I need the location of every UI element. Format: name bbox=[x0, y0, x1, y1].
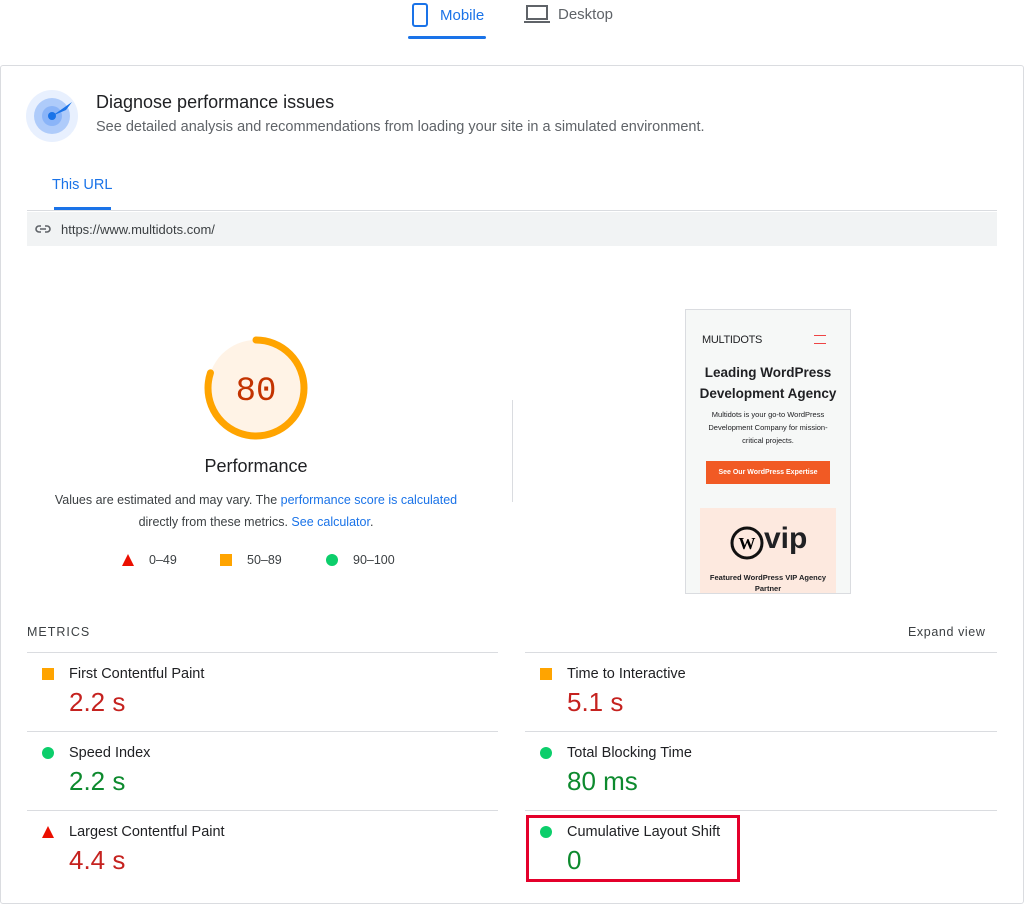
note-text: directly from these metrics. bbox=[138, 515, 292, 529]
metrics-heading: METRICS bbox=[27, 625, 91, 639]
triangle bbox=[42, 826, 54, 838]
headline: Leading WordPress Development Agency bbox=[699, 365, 837, 401]
metric-name: Total Blocking Time bbox=[567, 745, 692, 761]
row-divider bbox=[525, 652, 997, 653]
note-link[interactable]: performance score is calculated bbox=[280, 493, 458, 507]
note: Values are estimated and may vary. The p… bbox=[26, 489, 486, 533]
metric-icon bbox=[42, 668, 54, 680]
circle bbox=[540, 747, 552, 759]
lab-icon bbox=[26, 90, 78, 142]
square bbox=[540, 668, 552, 680]
metric-value: 0 bbox=[567, 845, 582, 875]
circle bbox=[326, 554, 338, 566]
legend-label: 50–89 bbox=[247, 553, 282, 567]
mobile-icon bbox=[412, 3, 428, 27]
wp-logo: W bbox=[730, 526, 764, 560]
metric-name: First Contentful Paint bbox=[69, 666, 205, 682]
brand: MULTIDOTS bbox=[702, 334, 763, 346]
metric-value: 5.1 s bbox=[567, 687, 624, 717]
gauge: 80 bbox=[204, 336, 308, 440]
metric-name: Largest Contentful Paint bbox=[69, 824, 225, 840]
row-divider bbox=[525, 810, 997, 811]
legend-icon bbox=[326, 554, 338, 566]
subtitle: See detailed analysis and recommendation… bbox=[96, 119, 705, 135]
metric-name: Time to Interactive bbox=[567, 666, 686, 682]
circle bbox=[42, 747, 54, 759]
title: Diagnose performance issues bbox=[96, 92, 335, 112]
row-divider bbox=[525, 731, 997, 732]
url-tab[interactable]: This URL bbox=[52, 177, 113, 193]
metric-icon bbox=[540, 747, 552, 759]
triangle bbox=[122, 554, 134, 566]
legend-icon bbox=[220, 554, 232, 566]
legend-icon bbox=[122, 554, 134, 566]
note-text: . bbox=[369, 515, 374, 529]
row-divider bbox=[27, 652, 498, 653]
vip-logo: vip bbox=[764, 522, 808, 555]
body: Multidots is your go-to WordPress Develo… bbox=[708, 410, 828, 445]
url: https://www.multidots.com/ bbox=[61, 222, 215, 237]
circle bbox=[540, 826, 552, 838]
tab-mobile[interactable]: Mobile bbox=[410, 3, 484, 27]
gauge-arc bbox=[204, 336, 308, 440]
url-bar bbox=[27, 212, 997, 246]
expand-view[interactable]: Expand view bbox=[908, 625, 986, 639]
highlight-box bbox=[526, 815, 740, 882]
score: 80 bbox=[236, 373, 277, 411]
legend-label: 0–49 bbox=[149, 553, 177, 567]
tab-label: Desktop bbox=[558, 5, 614, 23]
tab-desktop[interactable]: Desktop bbox=[524, 3, 613, 25]
score-label: Performance bbox=[204, 456, 308, 476]
gauge-bg bbox=[208, 340, 304, 436]
desktop-icon bbox=[524, 5, 550, 23]
square bbox=[42, 668, 54, 680]
tab-indicator bbox=[408, 36, 486, 39]
metric-name: Speed Index bbox=[69, 745, 151, 761]
screenshot: MULTIDOTS Leading WordPress Development … bbox=[685, 309, 851, 594]
metric-icon bbox=[540, 668, 552, 680]
legend-label: 90–100 bbox=[353, 553, 395, 567]
svg-text:W: W bbox=[739, 534, 756, 553]
caption: Featured WordPress VIP Agency Partner bbox=[709, 573, 827, 593]
metric-icon bbox=[540, 826, 552, 838]
note-link[interactable]: See calculator bbox=[291, 515, 370, 529]
metric-name: Cumulative Layout Shift bbox=[567, 824, 721, 840]
metric-icon bbox=[42, 826, 54, 838]
metric-value: 2.2 s bbox=[69, 766, 126, 796]
note-text: Values are estimated and may vary. The bbox=[54, 493, 281, 507]
divider bbox=[512, 400, 513, 502]
metric-value: 4.4 s bbox=[69, 845, 126, 875]
url-tab-indicator bbox=[54, 207, 111, 210]
link-icon bbox=[35, 225, 51, 233]
vip-panel bbox=[700, 508, 836, 593]
row-divider bbox=[27, 810, 498, 811]
metric-value: 2.2 s bbox=[69, 687, 126, 717]
row-divider bbox=[27, 731, 498, 732]
metric-value: 80 ms bbox=[567, 766, 638, 796]
menu-icon bbox=[814, 335, 826, 344]
cta: See Our WordPress Expertise bbox=[706, 461, 830, 484]
metric-icon bbox=[42, 747, 54, 759]
square bbox=[220, 554, 232, 566]
tab-label: Mobile bbox=[440, 6, 485, 24]
divider bbox=[27, 210, 997, 211]
